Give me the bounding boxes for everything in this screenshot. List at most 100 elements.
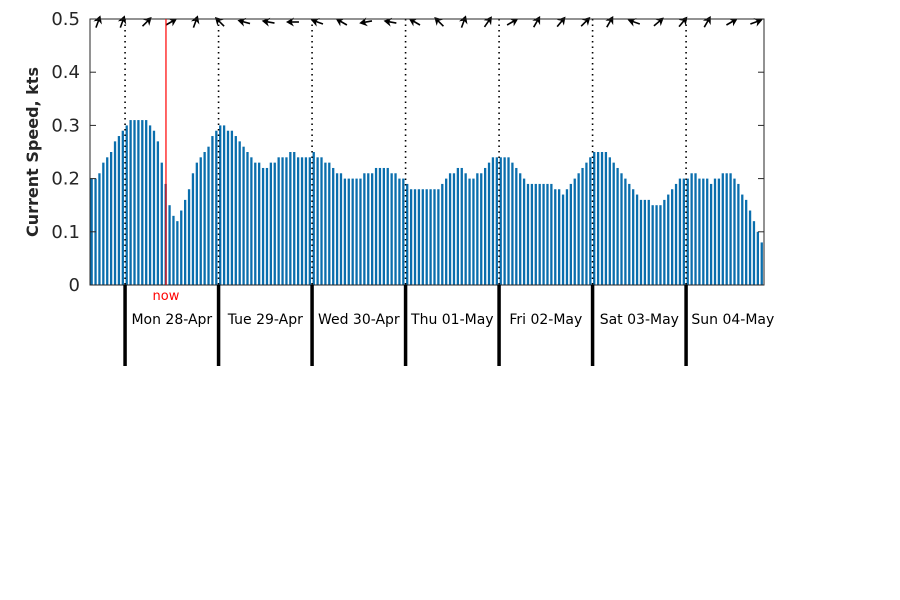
- bar: [129, 120, 132, 285]
- bar: [651, 205, 654, 285]
- bar: [367, 173, 370, 285]
- bar: [359, 178, 362, 285]
- bar: [234, 136, 237, 285]
- bar: [289, 152, 292, 285]
- direction-arrow: [383, 17, 397, 27]
- bar: [281, 157, 284, 285]
- bar: [690, 173, 693, 285]
- day-divider-lines: [124, 19, 687, 285]
- bar: [320, 157, 323, 285]
- bar: [437, 189, 440, 285]
- bar: [620, 173, 623, 285]
- bar: [487, 162, 491, 285]
- bar: [168, 205, 171, 285]
- bar: [589, 157, 592, 285]
- bar: [670, 189, 674, 285]
- plot-frame: [89, 18, 765, 286]
- bar: [184, 199, 187, 285]
- direction-arrow: [653, 17, 664, 27]
- bar: [491, 157, 495, 285]
- day-label: Thu 01-May: [410, 312, 494, 328]
- bar: [480, 173, 483, 285]
- bar: [378, 167, 382, 285]
- bar: [222, 125, 226, 286]
- bar: [371, 173, 374, 285]
- bar: [156, 141, 160, 285]
- bar: [713, 178, 717, 285]
- bar: [409, 189, 413, 285]
- bar: [507, 157, 510, 285]
- bar: [113, 141, 117, 285]
- bar: [293, 152, 296, 285]
- bar: [296, 157, 300, 285]
- bar: [261, 167, 265, 285]
- bar: [569, 183, 572, 285]
- direction-arrow: [627, 18, 641, 27]
- bar: [265, 167, 269, 285]
- bar: [246, 152, 249, 285]
- bar: [659, 205, 662, 285]
- bar: [277, 157, 280, 285]
- bar: [421, 189, 424, 285]
- bar: [269, 162, 273, 285]
- bar: [674, 183, 678, 285]
- bar: [756, 231, 760, 285]
- bar: [748, 210, 752, 285]
- direction-arrow: [93, 15, 102, 28]
- bar: [106, 157, 109, 285]
- day-label: Fri 02-May: [509, 312, 582, 328]
- y-tick-label: 0.4: [51, 62, 80, 83]
- bar: [441, 183, 444, 285]
- y-tick-label: 0.3: [51, 115, 80, 136]
- direction-arrow: [483, 16, 492, 28]
- bar: [355, 178, 358, 285]
- bar: [698, 178, 701, 285]
- bar: [191, 173, 195, 285]
- bar: [433, 189, 436, 285]
- bar: [125, 125, 128, 286]
- bar: [456, 167, 460, 285]
- bar: [180, 210, 183, 285]
- direction-arrow: [237, 17, 251, 27]
- direction-arrow: [458, 15, 468, 28]
- bar: [417, 189, 421, 285]
- bar: [565, 189, 569, 285]
- bar: [176, 221, 179, 285]
- bar: [226, 130, 230, 285]
- y-tick-label: 0.1: [51, 222, 80, 243]
- bar: [503, 157, 506, 285]
- bar: [187, 189, 191, 285]
- bar: [343, 178, 347, 285]
- bar: [468, 178, 471, 285]
- direction-arrow: [285, 17, 299, 27]
- direction-arrow: [506, 18, 519, 27]
- bar: [133, 120, 136, 285]
- bar: [386, 167, 389, 285]
- bar: [339, 173, 343, 285]
- bar: [709, 183, 713, 285]
- bar: [655, 205, 658, 285]
- y-tick-label: 0.2: [51, 169, 80, 190]
- bar: [678, 178, 682, 285]
- bar: [550, 183, 553, 285]
- bar: [464, 173, 467, 285]
- bar: [741, 194, 744, 285]
- bar: [702, 178, 705, 285]
- direction-arrow: [141, 17, 152, 27]
- bar: [413, 189, 417, 285]
- bar: [448, 173, 452, 285]
- bar: [558, 189, 561, 285]
- bar: [215, 130, 218, 285]
- bar: [667, 194, 670, 285]
- bar: [141, 120, 144, 285]
- y-tick-label: 0: [69, 275, 80, 296]
- bar: [495, 157, 498, 285]
- bar: [635, 194, 639, 285]
- bar: [335, 173, 339, 285]
- direction-arrow: [359, 17, 373, 27]
- bar: [203, 152, 206, 285]
- bar: [733, 178, 736, 285]
- direction-arrow: [335, 18, 348, 27]
- bar: [273, 162, 276, 285]
- day-label: Mon 28-Apr: [131, 312, 212, 328]
